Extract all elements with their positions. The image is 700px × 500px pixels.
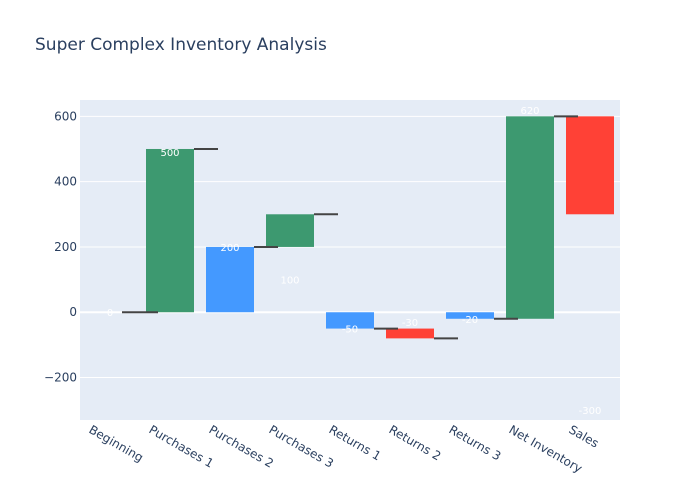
bar-purchases-1 xyxy=(146,149,194,312)
y-tick-label-4: 600 xyxy=(54,109,77,123)
data-label-2: 200 xyxy=(220,243,239,254)
y-tick-label-2: 200 xyxy=(54,240,77,254)
x-tick-label-0: Beginning xyxy=(87,422,146,464)
chart-title: Super Complex Inventory Analysis xyxy=(35,35,327,55)
data-label-5: -30 xyxy=(402,318,418,329)
bar-sales xyxy=(566,116,614,214)
y-axis-ticks: −200 0 200 400 600 xyxy=(44,109,77,384)
x-tick-label-8: Sales xyxy=(567,422,602,450)
x-tick-label-1: Purchases 1 xyxy=(147,422,217,470)
bar-purchases-2 xyxy=(206,247,254,312)
x-tick-label-6: Returns 3 xyxy=(447,422,504,463)
x-tick-label-2: Purchases 2 xyxy=(207,422,277,470)
y-tick-label-1: 0 xyxy=(69,305,77,319)
data-label-7: 620 xyxy=(520,106,539,117)
data-label-0: 0 xyxy=(107,308,113,319)
bar-returns-2 xyxy=(386,329,434,339)
data-label-1: 500 xyxy=(160,148,179,159)
data-label-3: 100 xyxy=(280,276,299,287)
data-label-8: -300 xyxy=(579,406,602,417)
bar-net-inventory xyxy=(506,116,554,318)
x-tick-label-5: Returns 2 xyxy=(387,422,444,463)
data-label-4: -50 xyxy=(342,325,358,336)
x-tick-label-3: Purchases 3 xyxy=(267,422,337,470)
data-label-6: -20 xyxy=(462,315,478,326)
bar-purchases-3 xyxy=(266,214,314,247)
y-tick-label-0: −200 xyxy=(44,371,77,385)
y-tick-label-3: 400 xyxy=(54,175,77,189)
